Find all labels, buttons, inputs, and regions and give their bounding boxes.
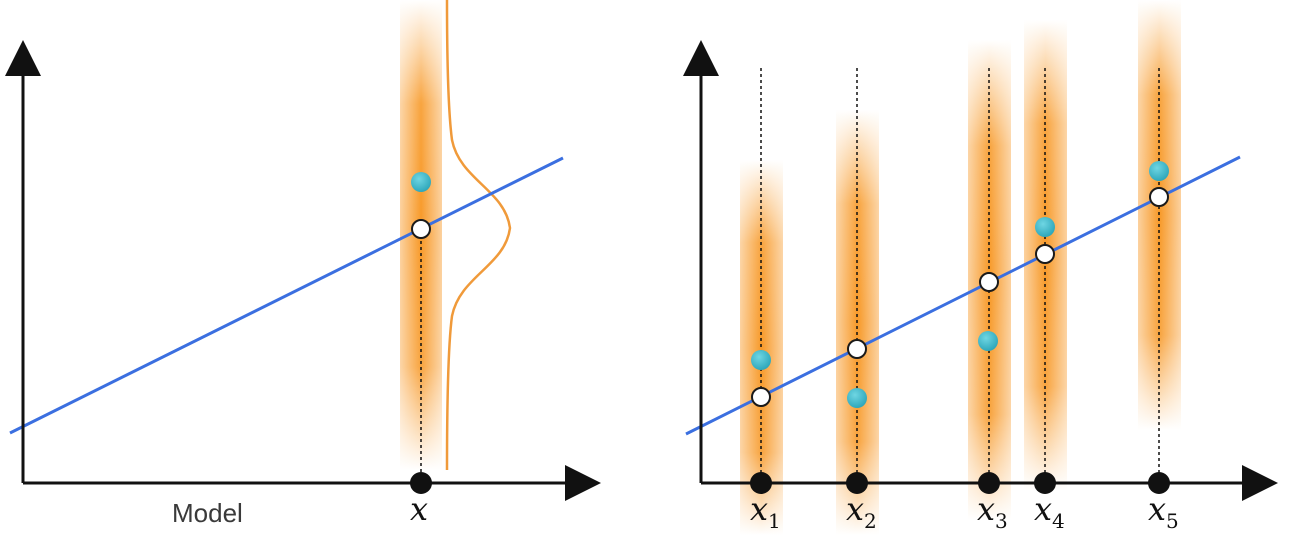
x5-label-base: x [1148,490,1167,528]
observed-point [411,172,431,192]
predicted-point-x2 [847,339,867,359]
left-panel [4,0,601,501]
x5-label-subscript: 5 [1166,509,1179,533]
right-dotted-guides [760,68,1160,483]
predicted-point-x4 [1035,244,1055,264]
gaussian-density-curve [445,0,512,471]
x2-label-subscript: 2 [864,509,877,533]
x3-label-subscript: 3 [995,509,1008,533]
observed-point-x3 [978,331,998,351]
right-panel [683,0,1278,535]
left-regression-line [9,156,564,435]
x4-marker-icon [1034,472,1056,494]
x2-marker-icon [846,472,868,494]
x1-marker-icon [750,472,772,494]
x2-label: x2 [846,490,877,533]
filled-circle-icon [410,472,432,494]
model-caption: Model [172,498,243,528]
x3-marker-icon [978,472,1000,494]
x4-label: x4 [1034,490,1065,533]
predicted-point-x3 [979,272,999,292]
predicted-point [411,219,431,239]
observed-point-x5 [1149,161,1169,181]
left-x-label: x [410,490,429,528]
x2-label-base: x [846,490,865,528]
predicted-point-x5 [1149,187,1169,207]
x5-marker-icon [1148,472,1170,494]
x1-label-base: x [750,490,769,528]
x3-label: x3 [977,490,1008,533]
x3-label-base: x [977,490,996,528]
x1-label: x1 [750,490,781,533]
x5-label: x5 [1148,490,1179,533]
observed-point-x2 [847,388,867,408]
x1-label-subscript: 1 [768,509,781,533]
predicted-point-x1 [751,387,771,407]
right-regression-line [685,155,1241,436]
x4-label-subscript: 4 [1052,509,1065,533]
x4-label-base: x [1034,490,1053,528]
observed-point-x1 [751,350,771,370]
observed-point-x4 [1035,217,1055,237]
